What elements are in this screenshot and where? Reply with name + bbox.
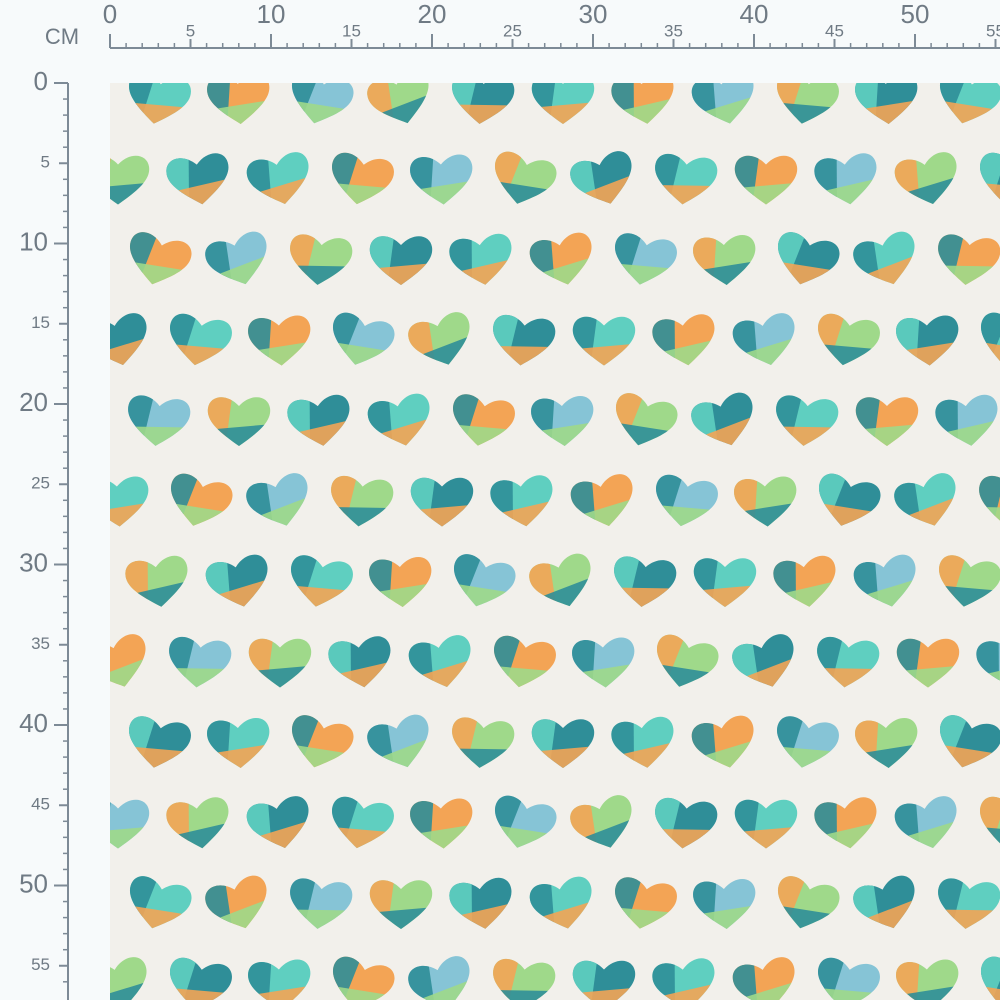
heart-part (247, 985, 313, 1000)
left-tick-label: 10 (19, 226, 48, 256)
top-tick-label: 25 (503, 21, 522, 40)
left-tick-label: 40 (19, 708, 48, 738)
left-tick-label: 25 (31, 474, 50, 493)
heart-part (895, 985, 961, 1000)
top-tick-label: 40 (740, 0, 769, 29)
heart-part (572, 987, 636, 1000)
top-tick-label: 45 (825, 21, 844, 40)
left-tick-label: 15 (31, 313, 50, 332)
top-tick-label: 0 (103, 0, 117, 29)
left-tick-label: 5 (41, 153, 50, 172)
fabric (110, 83, 1000, 1000)
left-tick-label: 55 (31, 955, 50, 974)
heart-part (247, 958, 272, 1000)
left-tick-label: 45 (31, 795, 50, 814)
top-tick-label: 35 (664, 21, 683, 40)
left-tick-label: 35 (31, 634, 50, 653)
left-tick-label: 20 (19, 387, 48, 417)
heart-body (650, 956, 720, 1000)
top-tick-label: 15 (342, 21, 361, 40)
left-tick-label: 30 (19, 547, 48, 577)
heart-part (730, 955, 759, 1000)
heart (650, 956, 720, 1000)
heart-part (650, 956, 676, 1000)
top-tick-label: 30 (579, 0, 608, 29)
unit-label: CM (45, 24, 79, 49)
top-tick-label: 10 (257, 0, 286, 29)
top-tick-label: 55 (986, 21, 1000, 40)
top-tick-label: 5 (186, 21, 195, 40)
rulers: 0 5 10 15 20 25 30 35 40 45 50 55 0 5 10 15 20 25 30 35 40 45… (19, 0, 1000, 1000)
left-tick-label: 50 (19, 868, 48, 898)
heart-part (652, 982, 720, 1000)
fabric-base (110, 83, 1000, 1000)
heart-part (895, 958, 920, 1000)
top-tick-label: 50 (901, 0, 930, 29)
heart-fill (110, 954, 154, 1000)
left-tick-label: 0 (34, 66, 48, 96)
top-tick-label: 20 (418, 0, 447, 29)
